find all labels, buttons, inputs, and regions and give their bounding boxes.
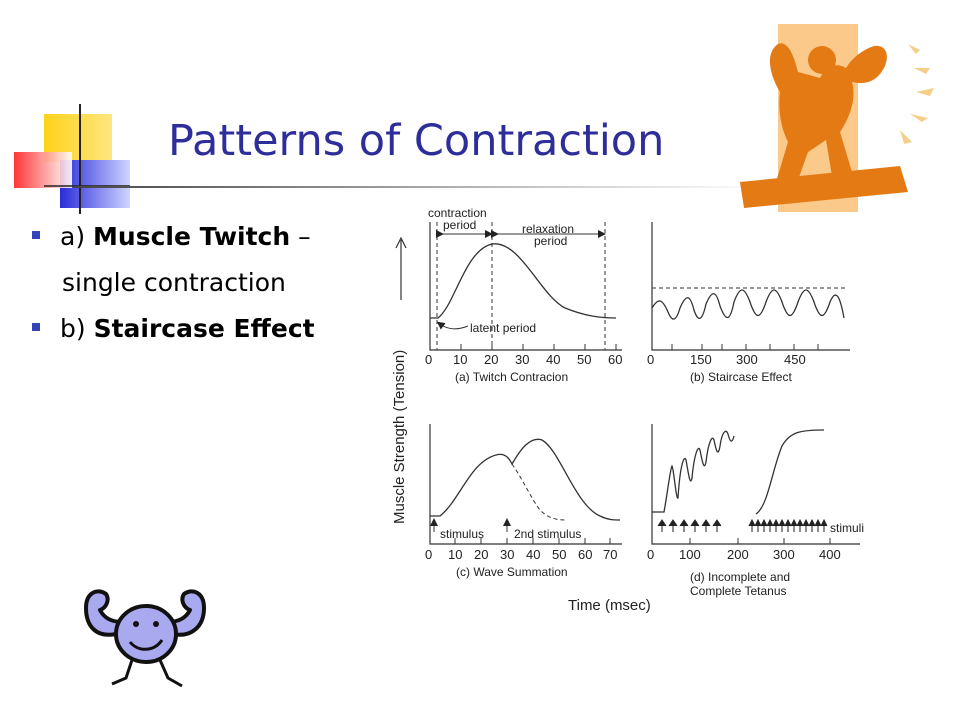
panel-a-twitch [430, 222, 617, 350]
y-axis-label: Muscle Strength (Tension) [391, 350, 408, 524]
panel-a-tick: 10 [453, 352, 467, 367]
panel-b-caption: (b) Staircase Effect [690, 370, 792, 384]
stimulus-label: stimulus [440, 527, 484, 541]
panel-a-tick: 50 [577, 352, 591, 367]
panel-d-tick: 0 [647, 547, 654, 562]
panel-c-tick: 50 [552, 547, 566, 562]
panel-b-staircase [651, 287, 846, 320]
bullet-continuation: single contraction [62, 268, 286, 297]
panel-b-tick: 150 [690, 352, 712, 367]
panel-c-tick: 10 [448, 547, 462, 562]
colored-squares-decoration [14, 104, 130, 214]
flexing-cartoon-clipart [84, 589, 206, 688]
bullet-marker [32, 323, 40, 331]
strongman-clipart [740, 24, 934, 212]
bullet-marker [32, 231, 40, 239]
panel-d-tetanus [652, 429, 825, 515]
panel-b-axes [651, 222, 850, 351]
panel-c-tick: 60 [578, 547, 592, 562]
panel-d-tick: 200 [727, 547, 749, 562]
panel-d-tick: 400 [819, 547, 841, 562]
panel-c-tick: 70 [603, 547, 617, 562]
panel-c-wave-summation [430, 438, 621, 532]
panel-d-tick: 100 [679, 547, 701, 562]
panel-c-axes [429, 424, 622, 545]
x-axis-label: Time (msec) [568, 597, 651, 614]
contraction-label: contraction [428, 206, 487, 220]
contraction-figure: Muscle Strength (Tension) Time (msec) co… [391, 206, 864, 614]
panel-d-caption-line1: (d) Incomplete and [690, 570, 790, 584]
panel-a-caption: (a) Twitch Contracion [455, 370, 568, 384]
panel-d-stimulus-arrows [657, 518, 828, 532]
panel-d-caption-line2: Complete Tetanus [690, 584, 787, 598]
panel-c-caption: (c) Wave Summation [456, 565, 568, 579]
panel-a-tick: 0 [425, 352, 432, 367]
panel-b-tick: 0 [647, 352, 654, 367]
stimuli-label: stimuli [830, 521, 864, 535]
relaxation-label-2: period [534, 234, 567, 248]
slide-title: Patterns of Contraction [168, 116, 665, 166]
panel-b-tick: 450 [784, 352, 806, 367]
panel-c-tick: 0 [425, 547, 432, 562]
panel-c-tick: 40 [526, 547, 540, 562]
panel-a-tick: 60 [608, 352, 622, 367]
panel-c-tick: 30 [500, 547, 514, 562]
panel-a-tick: 20 [484, 352, 498, 367]
latent-period-label: latent period [470, 321, 536, 335]
panel-a-tick: 40 [546, 352, 560, 367]
panel-d-tick: 300 [773, 547, 795, 562]
title-underline [74, 186, 764, 188]
relaxation-label: relaxation [522, 222, 574, 236]
bullet-item-staircase: b) Staircase Effect [32, 314, 315, 343]
second-stimulus-label: 2nd stimulus [514, 527, 581, 541]
panel-c-tick: 20 [474, 547, 488, 562]
bullet-item-twitch: a) Muscle Twitch – [32, 222, 311, 251]
contraction-label-2: period [443, 218, 476, 232]
panel-b-tick: 300 [736, 352, 758, 367]
panel-a-tick: 30 [515, 352, 529, 367]
